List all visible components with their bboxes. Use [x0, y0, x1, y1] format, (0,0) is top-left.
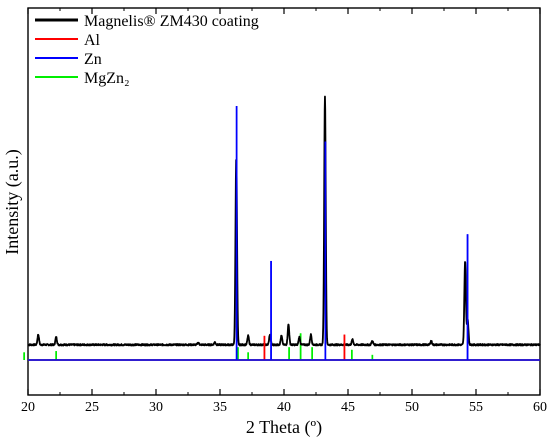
legend-label: MgZn₂ — [84, 70, 130, 87]
x-tick-label: 30 — [149, 400, 163, 415]
x-tick-labels: 20 25 30 35 40 45 50 55 60 — [21, 400, 547, 415]
x-axis-label: 2 Theta (º) — [246, 417, 322, 437]
legend: Magnelis® ZM430 coating Al Zn MgZn₂ — [35, 13, 259, 87]
x-tick-label: 35 — [213, 400, 227, 415]
x-tick-label: 60 — [533, 400, 547, 415]
legend-label: Al — [84, 32, 101, 49]
series-0 — [27, 95, 541, 347]
legend-label: Zn — [84, 51, 102, 68]
series-layer — [23, 95, 541, 361]
x-tick-label: 55 — [469, 400, 483, 415]
minor-ticks — [59, 8, 509, 395]
x-tick-label: 40 — [277, 400, 291, 415]
x-tick-label: 25 — [85, 400, 99, 415]
x-tick-label: 45 — [341, 400, 355, 415]
series-line — [27, 95, 541, 347]
legend-item: Magnelis® ZM430 coating — [35, 13, 259, 30]
legend-label: Magnelis® ZM430 coating — [84, 13, 259, 30]
major-ticks — [27, 8, 541, 395]
legend-item: Zn — [35, 51, 102, 68]
series-2 — [28, 106, 540, 361]
x-tick-label: 50 — [405, 400, 419, 415]
series-3 — [23, 333, 540, 361]
x-tick-label: 20 — [21, 400, 35, 415]
legend-item: Al — [35, 32, 101, 49]
legend-item: MgZn₂ — [35, 70, 130, 87]
y-axis-label: Intensity (a.u.) — [2, 149, 23, 254]
